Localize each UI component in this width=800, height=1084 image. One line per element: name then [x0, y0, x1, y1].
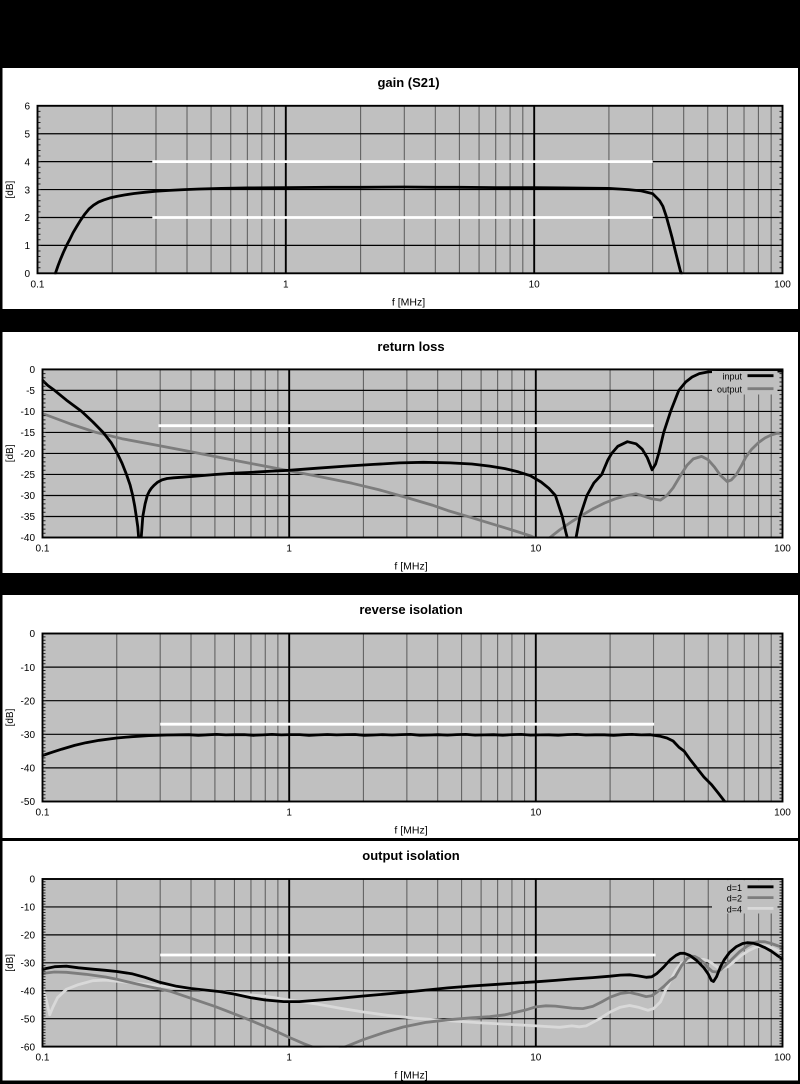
svg-text:0.1: 0.1 — [36, 808, 50, 819]
svg-text:-30: -30 — [21, 730, 36, 741]
svg-text:f [MHz]: f [MHz] — [392, 296, 425, 308]
svg-text:100: 100 — [774, 808, 791, 819]
svg-text:1: 1 — [283, 279, 289, 290]
svg-text:10: 10 — [529, 279, 541, 290]
svg-text:-50: -50 — [21, 1014, 36, 1025]
svg-text:f [MHz]: f [MHz] — [394, 825, 427, 837]
svg-text:-40: -40 — [21, 764, 36, 775]
svg-text:-50: -50 — [21, 797, 36, 808]
svg-text:[dB]: [dB] — [5, 708, 16, 726]
svg-text:100: 100 — [774, 1053, 791, 1064]
svg-text:10: 10 — [530, 544, 542, 555]
svg-text:-20: -20 — [21, 696, 36, 707]
svg-text:4: 4 — [24, 157, 30, 168]
svg-text:-5: -5 — [26, 386, 35, 397]
svg-text:1: 1 — [286, 544, 292, 555]
svg-text:[dB]: [dB] — [5, 444, 16, 462]
svg-text:gain (S21): gain (S21) — [377, 75, 439, 90]
svg-text:1: 1 — [286, 808, 292, 819]
svg-text:0: 0 — [29, 365, 35, 376]
svg-text:[dB]: [dB] — [5, 954, 16, 972]
svg-text:input: input — [722, 372, 742, 382]
svg-text:-10: -10 — [21, 407, 36, 418]
svg-text:0.1: 0.1 — [36, 544, 50, 555]
svg-text:2: 2 — [24, 213, 30, 224]
svg-text:-30: -30 — [21, 959, 36, 970]
svg-text:-10: -10 — [21, 663, 36, 674]
svg-text:-20: -20 — [21, 931, 36, 942]
svg-text:d=2: d=2 — [727, 894, 742, 904]
svg-text:-40: -40 — [21, 533, 36, 544]
svg-text:0: 0 — [29, 629, 35, 640]
svg-text:d=1: d=1 — [727, 883, 742, 893]
svg-text:0: 0 — [24, 269, 30, 280]
svg-text:1: 1 — [24, 241, 30, 252]
svg-text:3: 3 — [24, 185, 30, 196]
svg-text:-25: -25 — [21, 470, 36, 481]
svg-text:5: 5 — [24, 129, 30, 140]
svg-text:-10: -10 — [21, 903, 36, 914]
svg-text:-20: -20 — [21, 449, 36, 460]
svg-text:100: 100 — [774, 279, 791, 290]
svg-text:f [MHz]: f [MHz] — [394, 561, 427, 573]
svg-text:-15: -15 — [21, 428, 36, 439]
svg-text:[dB]: [dB] — [5, 180, 16, 198]
svg-text:6: 6 — [24, 102, 30, 113]
svg-text:-60: -60 — [21, 1042, 36, 1053]
svg-text:d=4: d=4 — [727, 904, 742, 914]
svg-text:0: 0 — [29, 875, 35, 886]
svg-text:-40: -40 — [21, 986, 36, 997]
svg-text:-35: -35 — [21, 512, 36, 523]
svg-text:reverse isolation: reverse isolation — [359, 602, 462, 617]
svg-text:100: 100 — [774, 544, 791, 555]
svg-text:1: 1 — [286, 1053, 292, 1064]
svg-text:output isolation: output isolation — [362, 848, 460, 863]
svg-text:-30: -30 — [21, 491, 36, 502]
svg-text:return loss: return loss — [377, 339, 444, 354]
svg-text:0.1: 0.1 — [36, 1053, 50, 1064]
svg-text:output: output — [717, 385, 743, 395]
svg-text:f [MHz]: f [MHz] — [394, 1070, 427, 1082]
svg-text:10: 10 — [530, 808, 542, 819]
svg-text:0.1: 0.1 — [31, 279, 45, 290]
svg-text:10: 10 — [530, 1053, 542, 1064]
